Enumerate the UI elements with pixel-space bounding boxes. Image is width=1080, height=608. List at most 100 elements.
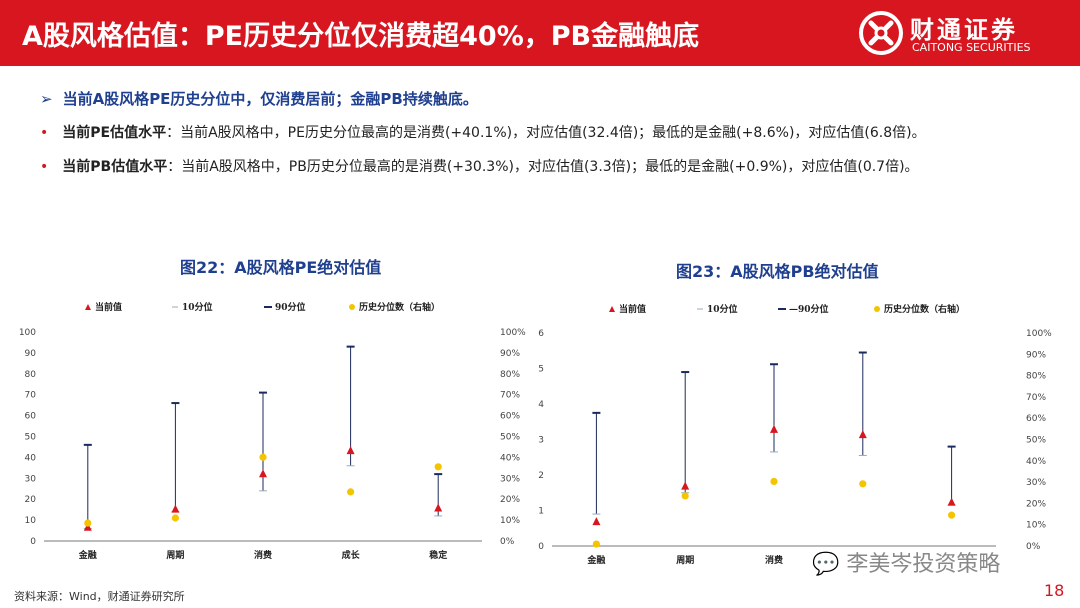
y-tick-label: 0 [538,542,544,552]
page-number: 18 [1044,581,1065,600]
current-marker [434,503,443,512]
chart-title-pe: 图22：A股风格PE绝对估值 [180,258,382,277]
x-tick-label: 周期 [676,554,694,566]
legend-label: 当前值 [95,301,122,313]
x-tick-label: 金融 [78,549,97,561]
y2-tick-label: 10% [1026,521,1046,531]
y2-tick-label: 20% [500,495,520,505]
y-tick-label: 5 [538,365,544,375]
current-marker [346,446,355,455]
y2-tick-label: 80% [1026,372,1046,382]
dot-bullet-icon: • [40,125,49,141]
y-tick-label: 10 [25,516,37,526]
legend-marker-current [609,306,615,312]
y-tick-label: 30 [25,474,37,484]
y2-tick-label: 40% [1026,457,1046,467]
bullet-main: ➢ 当前A股风格PE历史分位中，仅消费居前；金融PB持续触底。 [40,90,478,108]
y-tick-label: 80 [25,370,37,380]
percentile-point [681,492,689,500]
source-note: 资料来源：Wind，财通证券研究所 [14,590,185,603]
y-tick-label: 6 [538,329,544,339]
percentile-point [948,511,956,519]
legend-marker-percentile [349,304,355,310]
percentile-point [859,480,867,488]
y2-tick-label: 60% [1026,414,1046,424]
page-title: A股风格估值：PE历史分位仅消费超40%，PB金融触底 [22,21,700,52]
current-marker [770,424,778,433]
y2-tick-label: 40% [500,453,520,463]
pb-label: 当前PB估值水平 [62,159,168,175]
company-logo: 财通证券 CAITONG SECURITIES [858,10,1070,56]
current-marker [592,517,601,526]
percentile-point [347,488,355,496]
legend-label: 10分位 [707,303,738,315]
y-tick-label: 20 [25,495,37,505]
current-marker [681,481,690,490]
wechat-icon: 💬 [812,552,840,577]
y2-tick-label: 30% [500,474,520,484]
logo-text-en: CAITONG SECURITIES [912,41,1031,54]
current-marker [83,522,92,531]
legend-label: 当前值 [619,303,646,315]
y-tick-label: 4 [538,400,544,410]
y-tick-label: 60 [25,412,37,422]
x-tick-label: 消费 [765,554,783,566]
percentile-point [84,519,92,527]
legend-label: 10分位 [182,301,213,313]
pe-label: 当前PE估值水平 [62,125,167,141]
percentile-point [770,477,778,486]
watermark: 💬 李美岑投资策略 [812,546,1000,578]
y-tick-label: 1 [538,507,544,517]
y-tick-label: 70 [25,391,37,401]
dot-bullet-icon: • [40,159,49,175]
bullet-pe: • 当前PE估值水平：当前A股风格中，PE历史分位最高的是消费(+40.1%)，对… [40,122,1060,142]
y2-tick-label: 90% [1026,350,1046,360]
y2-tick-label: 100% [500,328,526,338]
legend-label: —90分位 [789,303,829,315]
pb-text: ：当前A股风格中，PB历史分位最高的是消费(+30.3%)，对应估值(3.3倍)… [167,159,919,175]
y-tick-label: 40 [25,453,37,463]
percentile-point [171,514,179,522]
y2-tick-label: 70% [500,391,520,401]
header-bar: A股风格估值：PE历史分位仅消费超40%，PB金融触底 财通证券 CAITONG… [0,0,1080,66]
legend-marker-current [85,304,91,310]
logo-text-cn: 财通证券 [910,16,1018,44]
legend-label: 历史分位数（右轴） [359,301,440,313]
bullet-pb: • 当前PB估值水平：当前A股风格中，PB历史分位最高的是消费(+30.3%)，对… [40,156,1060,176]
x-tick-label: 稳定 [429,549,448,561]
legend-marker-percentile [874,306,880,312]
watermark-text: 李美岑投资策略 [846,552,1001,577]
legend-label: 历史分位数（右轴） [884,303,965,315]
pe-text: ：当前A股风格中，PE历史分位最高的是消费(+40.1%)，对应估值(32.4倍… [166,125,926,141]
percentile-point [259,453,267,461]
y2-tick-label: 50% [1026,436,1046,446]
current-marker [259,469,267,478]
y-tick-label: 100 [19,328,36,338]
y2-tick-label: 30% [1026,478,1046,488]
y2-tick-label: 20% [1026,499,1046,509]
y2-tick-label: 50% [500,433,520,443]
y-tick-label: 0 [30,537,36,547]
y2-tick-label: 100% [1026,329,1052,339]
y2-tick-label: 90% [500,349,520,359]
arrow-bullet-icon: ➢ [40,90,53,108]
y-tick-label: 2 [538,471,544,481]
x-tick-label: 金融 [586,554,605,566]
y-tick-label: 50 [25,433,37,443]
percentile-point [592,540,601,548]
x-tick-label: 成长 [342,549,361,561]
legend-label: 90分位 [275,301,306,313]
current-marker [171,504,180,513]
current-marker [858,430,867,439]
current-marker [947,497,956,506]
y2-tick-label: 0% [1026,542,1041,552]
x-tick-label: 消费 [254,549,272,561]
percentile-point [434,463,442,471]
chart-title-pb: 图23：A股风格PB绝对估值 [676,262,879,281]
logo-mark-icon [859,11,903,55]
y2-tick-label: 60% [500,412,520,422]
y2-tick-label: 70% [1026,393,1046,403]
y2-tick-label: 10% [500,516,520,526]
y-tick-label: 90 [25,349,37,359]
